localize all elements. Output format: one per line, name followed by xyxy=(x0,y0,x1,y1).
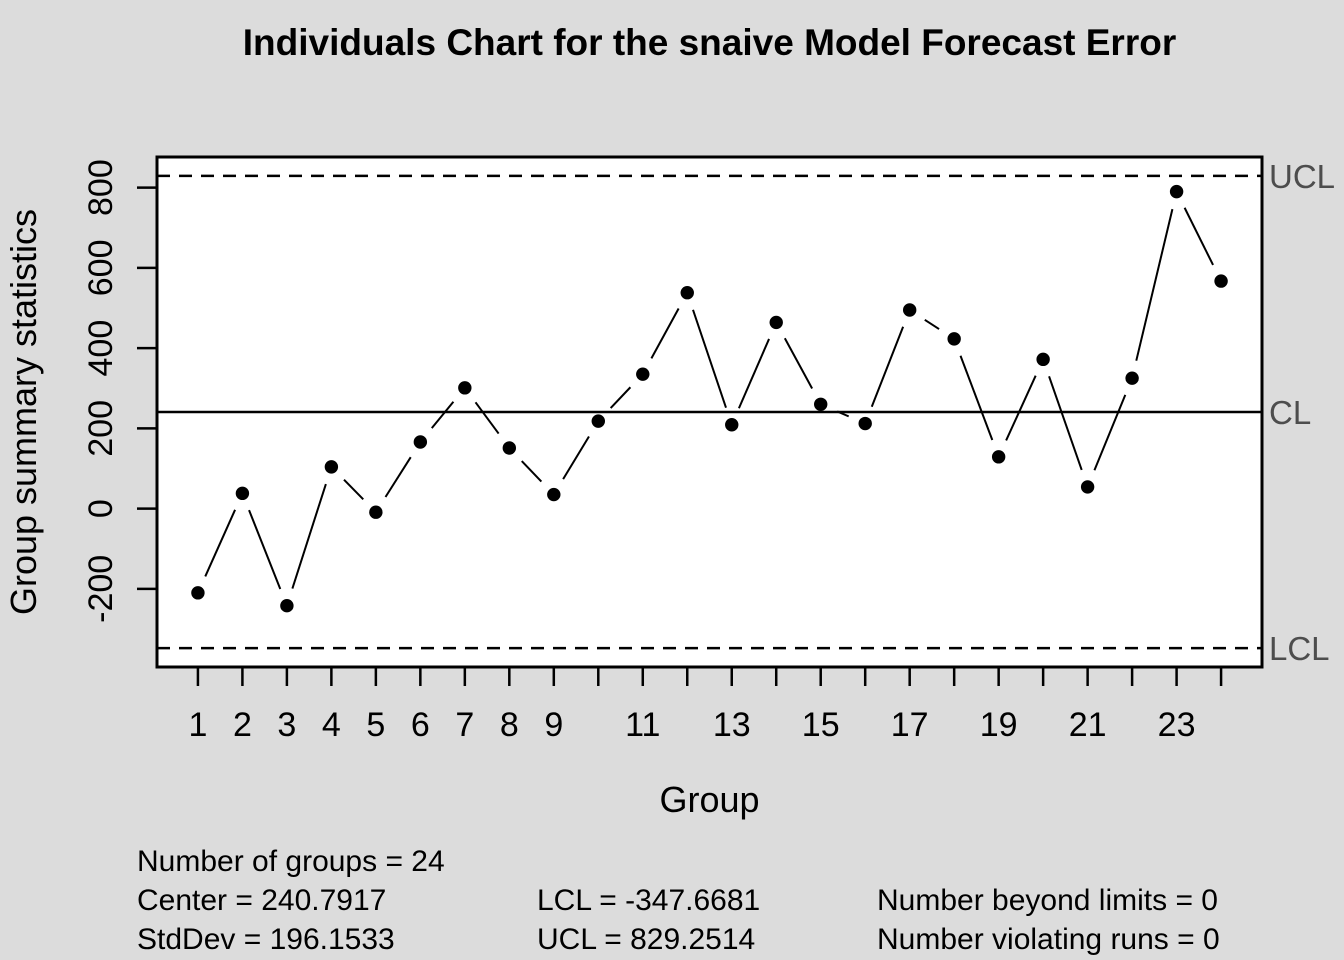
y-tick-label: 800 xyxy=(82,159,120,216)
series-segment xyxy=(384,456,412,498)
data-point xyxy=(947,332,961,346)
series-segment xyxy=(836,410,850,418)
x-tick-label: 21 xyxy=(1069,706,1107,744)
data-point xyxy=(591,414,605,428)
data-point xyxy=(413,435,428,449)
y-tick-label: 400 xyxy=(82,320,120,377)
y-tick-label: 200 xyxy=(82,400,120,457)
series-segment xyxy=(562,436,590,480)
data-point xyxy=(769,315,783,330)
y-axis-title: Group summary statistics xyxy=(3,209,44,615)
series-segment xyxy=(738,338,770,409)
y-tick-label: -200 xyxy=(82,555,120,623)
data-point xyxy=(858,416,872,431)
series-segment xyxy=(521,460,543,483)
data-point xyxy=(458,381,472,395)
series-segment xyxy=(248,509,282,590)
cl-label: CL xyxy=(1269,394,1311,431)
series-segment xyxy=(959,355,994,441)
series-segment xyxy=(924,318,940,330)
series-segment xyxy=(1005,375,1037,441)
series-segment xyxy=(474,401,500,435)
data-point xyxy=(902,303,917,317)
stat-violating-runs: Number violating runs = 0 xyxy=(877,923,1220,956)
x-tick-label: 9 xyxy=(544,706,563,744)
data-point xyxy=(502,441,517,455)
data-point xyxy=(235,486,250,501)
data-point xyxy=(547,487,561,502)
data-point xyxy=(191,586,205,600)
data-point xyxy=(680,286,694,300)
series-segment xyxy=(431,401,455,429)
x-tick-label: 13 xyxy=(713,706,751,744)
x-tick-label: 19 xyxy=(980,706,1018,744)
series-segment xyxy=(650,308,680,359)
y-tick-label: 0 xyxy=(82,499,120,518)
series-segment xyxy=(1135,208,1174,361)
data-point xyxy=(636,367,650,381)
series-segment xyxy=(1183,207,1214,266)
x-tick-label: 1 xyxy=(188,706,207,744)
x-tick-label: 5 xyxy=(366,706,385,744)
plot-border xyxy=(155,155,1264,669)
data-point xyxy=(1169,184,1184,199)
series-segment xyxy=(692,309,727,409)
series-segment xyxy=(870,326,905,408)
series-segment xyxy=(204,509,236,577)
x-tick-label: 17 xyxy=(891,706,929,744)
series-segment xyxy=(1093,394,1127,471)
data-point xyxy=(1036,352,1050,367)
stat-stddev: StdDev = 196.1533 xyxy=(137,923,395,956)
data-point xyxy=(369,505,383,519)
data-point xyxy=(991,450,1006,464)
series-segment xyxy=(291,483,327,589)
x-tick-label: 2 xyxy=(233,706,252,744)
x-tick-label: 7 xyxy=(455,706,474,744)
stat-beyond-limits: Number beyond limits = 0 xyxy=(877,884,1218,917)
data-point xyxy=(280,598,294,613)
ucl-label: UCL xyxy=(1269,158,1335,195)
data-point xyxy=(1080,480,1095,494)
data-point xyxy=(1125,371,1139,385)
data-point xyxy=(725,418,739,432)
stat-number-of-groups: Number of groups = 24 xyxy=(137,845,445,878)
stat-lcl: LCL = -347.6681 xyxy=(537,884,761,917)
stat-center: Center = 240.7917 xyxy=(137,884,387,917)
series-segment xyxy=(343,479,364,501)
x-tick-label: 3 xyxy=(277,706,296,744)
x-tick-label: 6 xyxy=(411,706,430,744)
series-segment xyxy=(783,337,813,389)
y-tick-label: 600 xyxy=(82,239,120,296)
chart-title: Individuals Chart for the snaive Model F… xyxy=(242,22,1177,63)
lcl-label: LCL xyxy=(1269,630,1330,667)
x-tick-label: 11 xyxy=(625,706,660,744)
x-tick-label: 23 xyxy=(1158,706,1196,744)
x-tick-label: 4 xyxy=(322,706,341,744)
stat-ucl: UCL = 829.2514 xyxy=(537,923,756,956)
x-axis-title: Group xyxy=(659,779,759,820)
x-tick-label: 8 xyxy=(500,706,519,744)
data-point xyxy=(1214,274,1228,288)
series-segment xyxy=(1048,376,1083,471)
data-point xyxy=(814,397,828,411)
x-tick-label: 15 xyxy=(802,706,840,744)
data-point xyxy=(324,460,339,474)
series-segment xyxy=(609,386,632,409)
